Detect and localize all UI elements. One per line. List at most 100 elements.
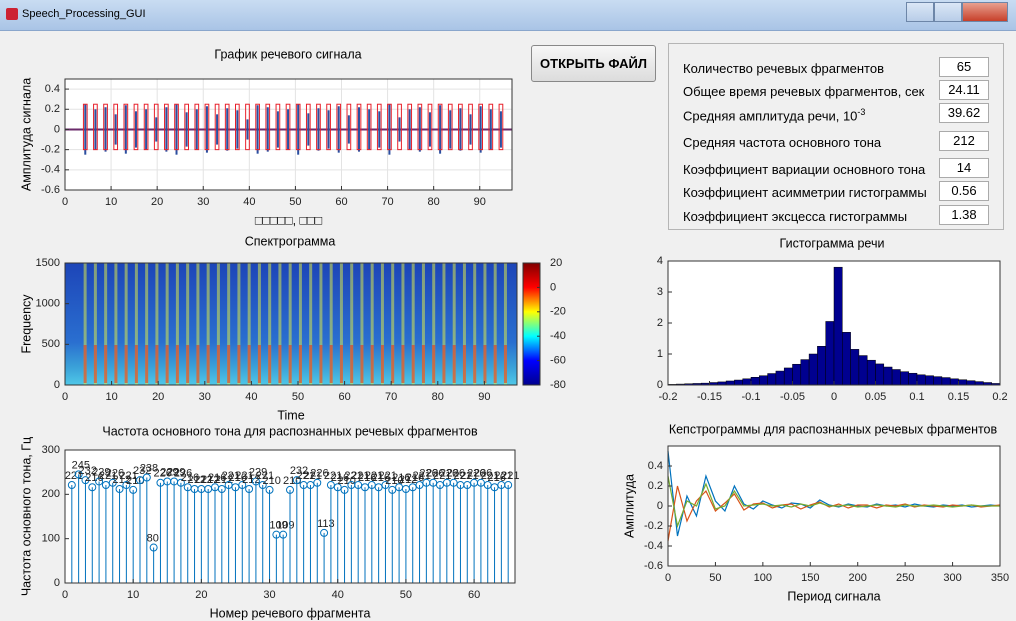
fragment-box	[326, 103, 331, 151]
y-tick-label: -0.6	[644, 560, 663, 572]
x-tick-label: 30	[199, 391, 211, 403]
fragment-box	[376, 103, 382, 151]
marks: 2212452322162292212262122212102322388022…	[65, 459, 520, 583]
spectrogram-stripe	[370, 345, 374, 383]
data-label: 229	[249, 466, 267, 478]
spectrogram-stripe	[175, 345, 179, 383]
histogram-bar	[883, 366, 893, 386]
data-label: 226	[419, 468, 437, 480]
minimize-button[interactable]	[906, 2, 934, 22]
data-label: 221	[351, 470, 369, 482]
data-label: 221	[119, 470, 137, 482]
fragment-box	[245, 103, 250, 151]
stat-label-text: Средняя амплитуда речи, 10	[683, 108, 858, 124]
y-tick-label: 3	[657, 286, 663, 298]
y-tick-label: -0.4	[41, 164, 60, 176]
spectrogram-stripe	[350, 345, 354, 383]
stem-marker	[333, 483, 342, 492]
spectrogram-stripe	[186, 263, 190, 385]
spectrogram-stripe	[114, 345, 118, 383]
data-label: 221	[365, 470, 383, 482]
x-tick-label: 40	[332, 589, 344, 601]
stem-marker	[381, 481, 390, 490]
y-tick-label: -0.2	[41, 144, 60, 156]
y-axis-label: Frequency	[19, 294, 33, 354]
fragment-box	[478, 103, 484, 151]
histogram-bar	[800, 359, 810, 386]
y-tick-label: 500	[42, 338, 60, 350]
stat-label-text: Средняя частота основного тона	[683, 135, 882, 150]
fragment-box	[153, 103, 159, 151]
spectrogram-stripe	[216, 263, 220, 385]
histogram-bar	[792, 363, 802, 386]
x-tick-label: 0	[62, 391, 68, 403]
data-label: 221	[344, 470, 362, 482]
axes-frame	[64, 262, 518, 386]
histogram-bar	[767, 373, 777, 386]
histogram-bar	[958, 379, 968, 386]
data-label: 221	[235, 470, 253, 482]
fragment-box	[305, 103, 311, 151]
spectrogram-stripe	[462, 263, 466, 385]
chart-title: Кепстрограммы для распознанных речевых ф…	[669, 422, 998, 436]
spectrogram-stripe	[329, 345, 333, 383]
data-label: 212	[113, 474, 131, 486]
fragment-box	[275, 103, 281, 151]
data-label: 226	[106, 468, 124, 480]
open-file-button[interactable]: ОТКРЫТЬ ФАЙЛ	[531, 45, 656, 82]
stem-marker	[320, 528, 329, 537]
spectrogram-stripe	[104, 263, 108, 385]
maximize-button[interactable]	[934, 2, 962, 22]
histogram-bar	[900, 371, 909, 386]
x-tick-label: 10	[127, 589, 139, 601]
histogram-bar	[916, 374, 926, 386]
stat-label-text: Коэффициент вариации основного тона	[683, 162, 926, 177]
fragment-box	[407, 103, 413, 151]
histogram-bar	[750, 377, 760, 386]
stem-marker	[67, 481, 76, 490]
spectrogram-stripe	[503, 263, 507, 385]
data-label: 212	[201, 474, 219, 486]
spectrogram-stripe	[298, 345, 302, 383]
spectrogram-stripe	[483, 263, 487, 385]
y-tick-label: 1	[657, 348, 663, 360]
stem-marker	[149, 543, 158, 552]
spectrogram-stripe	[93, 345, 97, 383]
chart-title: График речевого сигнала	[214, 47, 361, 61]
window-title: Speech_Processing_GUI	[22, 8, 146, 20]
chart-title: Спектрограмма	[245, 234, 336, 248]
x-tick-label: 90	[478, 391, 490, 403]
fragment-box	[488, 103, 494, 151]
data-label: 238	[140, 462, 158, 474]
stem-marker	[217, 485, 226, 494]
x-tick-label: 30	[263, 589, 275, 601]
fragment-box	[235, 103, 240, 151]
chart: График речевого сигнала □□□□□, □□□ Амплиту…	[19, 47, 513, 227]
fragment-box	[417, 103, 423, 151]
fragment-box	[437, 103, 443, 151]
histogram-bar	[833, 266, 843, 386]
x-tick-label: 150	[801, 572, 819, 584]
close-button[interactable]	[962, 2, 1008, 22]
spectrogram-stripe	[165, 345, 169, 383]
data-label: 232	[78, 465, 96, 477]
spectrogram-stripe	[268, 345, 272, 383]
x-tick-label: 0	[831, 391, 837, 403]
y-tick-label: 1000	[36, 298, 60, 310]
x-tick-label: 70	[385, 391, 397, 403]
spectrogram-stripe	[278, 263, 282, 385]
x-tick-label: -0.15	[697, 391, 722, 403]
y-tick-label: -0.2	[644, 520, 663, 532]
spectrogram-stripe	[104, 345, 108, 383]
y-tick-label: 0.4	[45, 83, 60, 95]
y-tick-label: 0	[657, 500, 663, 512]
fragment-box	[447, 103, 453, 151]
fragment-box	[356, 103, 362, 151]
data-label: 226	[467, 468, 485, 480]
y-tick-label: 200	[42, 488, 60, 500]
stats-panel: Количество речевых фрагментов 65 Общее вре…	[668, 43, 1004, 230]
y-tick-label: -0.4	[644, 540, 663, 552]
spectrogram-stripe	[503, 345, 507, 383]
fragment-box	[82, 103, 88, 151]
data-label: 216	[331, 472, 349, 484]
